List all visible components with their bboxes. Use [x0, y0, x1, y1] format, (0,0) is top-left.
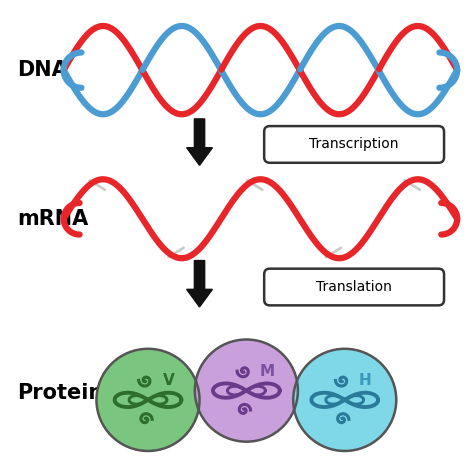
Text: Transcription: Transcription — [310, 137, 399, 151]
Text: V: V — [163, 373, 174, 388]
Text: mRNA: mRNA — [17, 209, 88, 229]
Text: M: M — [259, 364, 274, 379]
Text: DNA: DNA — [17, 60, 68, 80]
Text: Protein: Protein — [17, 383, 103, 403]
FancyBboxPatch shape — [264, 126, 444, 163]
Text: H: H — [359, 373, 372, 388]
FancyArrow shape — [187, 119, 212, 165]
FancyArrow shape — [187, 260, 212, 307]
Text: Translation: Translation — [316, 280, 392, 294]
Circle shape — [293, 349, 396, 451]
FancyBboxPatch shape — [264, 269, 444, 306]
Circle shape — [195, 339, 298, 442]
Circle shape — [97, 349, 200, 451]
